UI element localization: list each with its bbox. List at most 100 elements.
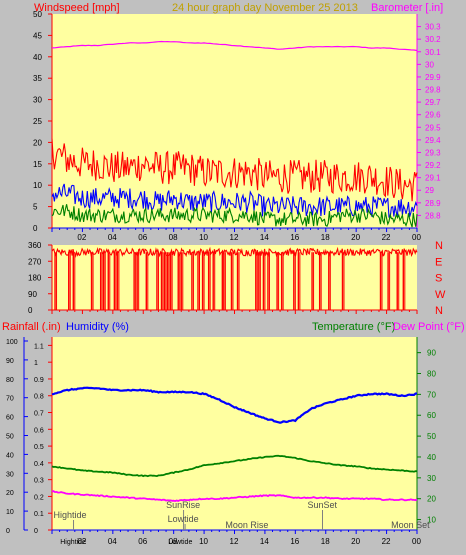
temperature-line [51,454,417,478]
wind-y-tick-label: 0 [33,224,38,233]
barometer-y-tick-label: 29.8 [425,86,441,95]
temperature-y-tick-label: 70 [427,390,436,399]
barometer-y-tick-label: 29.4 [425,136,441,145]
temperature-y-tick-label: 90 [427,349,436,358]
compass-label: N [435,305,443,317]
humidity-y-tick-label: 10 [6,509,14,516]
wind-y-tick-label: 5 [33,203,38,212]
rainfall-y-tick-label: 0.7 [34,411,44,418]
humidity-y-tick-label: 0 [6,528,10,535]
wind-y-tick-label: 50 [33,10,42,19]
rainfall-y-tick-label: 0.5 [34,444,44,451]
x-tick-label: 08 [169,233,178,242]
x-tick-label: 14 [260,233,269,242]
humidity-y-tick-label: 30 [6,471,14,478]
barometer-y-tick-label: 29.2 [425,161,441,170]
x-tick-label: 04 [108,233,117,242]
direction-y-tick-label: 360 [28,241,42,250]
x-tick-label: 18 [321,537,330,546]
temperature-axis-title: Temperature (°F) [312,321,395,333]
x-tick-label: 12 [230,537,239,546]
barometer-y-tick-label: 29 [425,186,434,195]
barometer-y-tick-label: 29.7 [425,98,441,107]
compass-label: W [435,289,446,301]
rain-humidity-temperature-panel: 0 10 20 30 40 50 60 70 80 90 10 00 0.1 0.2 0.3 0.4 0.5 0.… [6,337,436,546]
barometer-y-tick-label: 30 [425,60,434,69]
temperature-y-tick-label: 30 [427,474,436,483]
x-tick-label: 16 [290,537,299,546]
humidity-y-tick-label: 60 [6,415,14,422]
temperature-y-tick-label: 20 [427,495,436,504]
x-tick-label: 06 [138,537,147,546]
humidity-y-tick-label: 70 [6,396,14,403]
compass-label: S [435,273,442,285]
wind-y-tick-label: 30 [33,96,42,105]
rainfall-y-tick-label: 1 [34,360,38,367]
dewpoint-axis-title: Dew Point (°F) [393,321,465,333]
x-tick-label: 02 [77,537,86,546]
humidity-y-tick-label: 90 [6,358,14,365]
x-tick-label: 14 [260,537,269,546]
humidity-y-tick-label: 80 [6,377,14,384]
dewpoint-line [51,490,418,503]
rainfall-y-tick-label: 0.2 [34,494,44,501]
humidity-y-tick-label: 40 [6,452,14,459]
rainfall-y-tick-label: 0.8 [34,394,44,401]
x-tick-label: 04 [108,537,117,546]
temperature-y-tick-label: 80 [427,370,436,379]
barometer-y-tick-label: 30.2 [425,35,441,44]
event-label: Moon Set [391,520,430,530]
temperature-y-tick-label: 60 [427,411,436,420]
humidity-y-tick-label: 100 [6,339,18,346]
barometer-y-tick-label: 30.3 [425,23,441,32]
event-label: Hightide [54,510,87,520]
wind-average-line [51,183,418,218]
wind-y-tick-label: 15 [33,160,42,169]
x-tick-label: 00 [412,233,421,242]
barometer-y-tick-label: 29.1 [425,174,441,183]
x-tick-label: 12 [230,233,239,242]
chart-title: 24 hour graph day November 25 2013 [172,2,358,14]
direction-y-tick-label: 270 [28,257,42,266]
direction-y-tick-label: 0 [28,306,33,315]
barometer-y-tick-label: 29.5 [425,123,441,132]
barometer-y-tick-label: 29.6 [425,111,441,120]
event-label: SunRise [166,500,200,510]
event-label: Lowtide [168,514,199,524]
humidity-line [51,386,418,424]
barometer-y-tick-label: 29.9 [425,73,441,82]
x-tick-label: 22 [382,233,391,242]
wind-gust-line [51,138,418,202]
event-axis-label: Hightide [60,539,86,546]
barometer-y-tick-label: 30.1 [425,48,441,57]
rainfall-y-tick-label: 0.1 [34,511,44,518]
humidity-y-tick-label: 20 [6,490,14,497]
event-label: SunSet [308,500,338,510]
wind-y-tick-label: 45 [33,31,42,40]
compass-label: N [435,240,443,252]
rainfall-y-tick-label: 0.4 [34,461,44,468]
rainfall-y-tick-label: 0.3 [34,478,44,485]
x-tick-label: 18 [321,233,330,242]
x-tick-label: 00 [412,537,421,546]
direction-line [51,246,418,258]
wind-y-tick-label: 10 [33,181,42,190]
wind-y-tick-label: 25 [33,117,42,126]
x-tick-label: 20 [351,233,360,242]
event-axis-label: Lowtide [168,539,192,546]
x-tick-label: 10 [199,537,208,546]
temperature-y-tick-label: 10 [427,516,436,525]
direction-y-tick-label: 180 [28,274,42,283]
wind-y-tick-label: 40 [33,53,42,62]
temperature-y-tick-label: 40 [427,453,436,462]
rainfall-axis-title: Rainfall (.in) [2,321,61,333]
direction-y-tick-label: 90 [28,290,37,299]
barometer-axis-title: Barometer [.in] [371,2,443,14]
rainfall-y-tick-label: 0.6 [34,427,44,434]
compass-label: E [435,256,442,268]
x-tick-label: 08 [169,537,178,546]
temperature-y-tick-label: 50 [427,432,436,441]
